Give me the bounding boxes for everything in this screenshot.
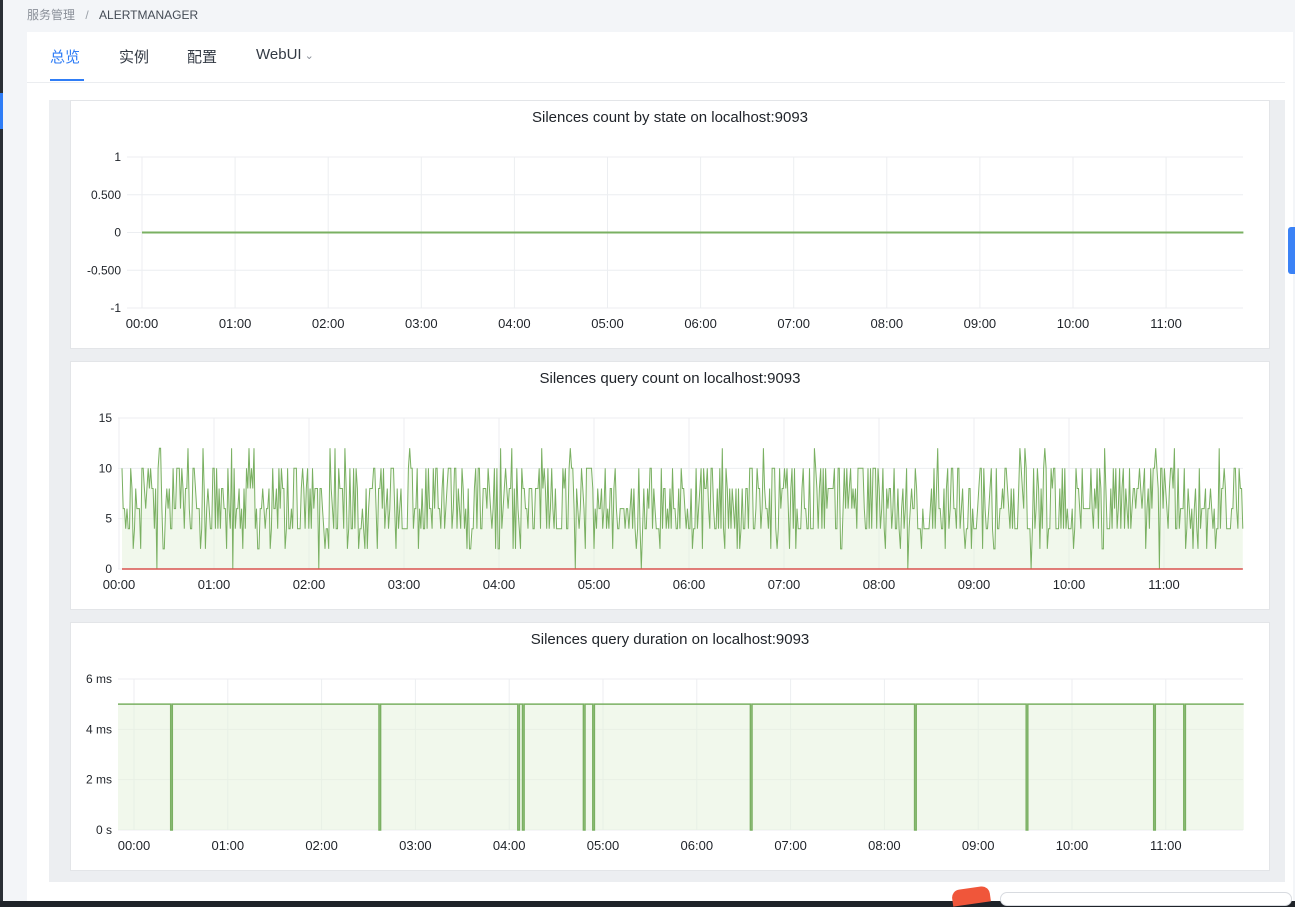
- x-tick-label: 09:00: [964, 316, 997, 331]
- helper-search-box[interactable]: [1000, 892, 1292, 906]
- x-tick-label: 04:00: [498, 316, 531, 331]
- service-card: 总览 实例 配置 WebUI ⌄ Silences count by state …: [27, 32, 1293, 901]
- y-tick-label: 5: [105, 512, 112, 526]
- x-tick-label: 00:00: [126, 316, 159, 331]
- chart-panel-query-count: Silences query count on localhost:9093 1…: [70, 361, 1270, 610]
- left-nav-active-indicator: [0, 93, 3, 129]
- x-tick-label: 04:00: [493, 838, 526, 853]
- chart-title: Silences count by state on localhost:909…: [531, 109, 808, 126]
- chart-panel-query-duration: Silences query duration on localhost:909…: [70, 622, 1270, 871]
- x-tick-label: 08:00: [871, 316, 904, 331]
- x-tick-label: 01:00: [219, 316, 252, 331]
- x-tick-label: 07:00: [774, 838, 807, 853]
- helper-logo-icon: [951, 885, 991, 907]
- chart-title: Silences query duration on localhost:909…: [530, 631, 810, 648]
- x-tick-label: 11:00: [1150, 316, 1182, 331]
- x-tick-label: 05:00: [591, 316, 624, 331]
- x-tick-label: 03:00: [399, 838, 432, 853]
- left-nav-strip: [0, 0, 3, 901]
- tab-overview[interactable]: 总览: [50, 49, 81, 66]
- chart-panel-silences-by-state: Silences count by state on localhost:909…: [70, 100, 1270, 349]
- y-tick-label: -0.500: [87, 263, 121, 277]
- x-tick-label: 09:00: [958, 577, 991, 592]
- x-tick-label: 08:00: [863, 577, 896, 592]
- y-tick-label: 0.500: [91, 188, 121, 202]
- breadcrumb-parent[interactable]: 服务管理: [27, 8, 76, 22]
- floating-helper-widget[interactable]: [948, 885, 1293, 907]
- y-tick-label: 15: [99, 411, 113, 425]
- active-tab-underline: [50, 79, 84, 81]
- y-tick-label: 10: [99, 461, 113, 475]
- tab-bar: 总览 实例 配置 WebUI ⌄: [27, 32, 1285, 83]
- y-tick-label: 4 ms: [86, 722, 112, 736]
- tab-webui-label: WebUI: [256, 46, 302, 63]
- x-tick-label: 06:00: [684, 316, 717, 331]
- metrics-panels: Silences count by state on localhost:909…: [49, 100, 1285, 882]
- x-tick-label: 01:00: [212, 838, 245, 853]
- x-tick-label: 02:00: [305, 838, 338, 853]
- x-tick-label: 10:00: [1057, 316, 1090, 331]
- series-area: [118, 704, 1244, 830]
- y-tick-label: 0 s: [96, 823, 112, 837]
- chart-silences-by-state: 1 0.500 0 -0.500 -1 00:00 01:00 02:00 03:00 04:00…: [87, 150, 1244, 331]
- x-tick-label: 10:00: [1056, 838, 1089, 853]
- y-tick-label: 1: [114, 150, 121, 164]
- x-tick-label: 10:00: [1053, 577, 1086, 592]
- scrollbar-handle[interactable]: [1288, 227, 1295, 274]
- main-area: 服务管理 / ALERTMANAGER 总览 实例 配置 WebUI ⌄ Sile…: [3, 0, 1295, 907]
- chevron-down-icon: ⌄: [304, 50, 314, 62]
- y-tick-label: 2 ms: [86, 773, 112, 787]
- y-tick-label: -1: [110, 301, 121, 315]
- x-tick-label: 11:00: [1148, 577, 1180, 592]
- series-area: [122, 448, 1243, 569]
- y-tick-label: 6 ms: [86, 672, 112, 686]
- x-tick-label: 11:00: [1150, 838, 1182, 853]
- chart-query-duration: 6 ms 4 ms 2 ms 0 s 00:00 01:00 02:00 03:00 04:00…: [86, 672, 1244, 853]
- y-tick-label: 0: [114, 226, 121, 240]
- breadcrumb-separator: /: [85, 8, 89, 22]
- x-tick-label: 07:00: [777, 316, 810, 331]
- breadcrumb-current: ALERTMANAGER: [99, 8, 199, 22]
- chart-query-count: 15 10 5 000:00 01:00 02:00 03:00 04:00 05:00 06:0…: [99, 411, 1244, 592]
- x-tick-label: 03:00: [405, 316, 438, 331]
- series-line: [121, 447, 1244, 570]
- x-tick-label: 02:00: [293, 577, 326, 592]
- x-tick-label: 05:00: [587, 838, 620, 853]
- series-line: [118, 703, 1244, 831]
- x-tick-label: 02:00: [312, 316, 345, 331]
- chart-title: Silences query count on localhost:9093: [539, 370, 801, 387]
- tab-config[interactable]: 配置: [187, 49, 218, 66]
- x-tick-label: 05:00: [578, 577, 611, 592]
- x-tick-label: 07:00: [768, 577, 801, 592]
- x-tick-label: 06:00: [681, 838, 714, 853]
- x-tick-label: 00:00: [103, 577, 136, 592]
- x-tick-label: 00:00: [118, 838, 151, 853]
- x-tick-label: 03:00: [388, 577, 421, 592]
- x-tick-label: 08:00: [868, 838, 901, 853]
- x-tick-label: 04:00: [483, 577, 516, 592]
- x-tick-label: 09:00: [962, 838, 995, 853]
- x-tick-label: 01:00: [198, 577, 231, 592]
- y-tick-label: 0: [105, 562, 112, 576]
- tab-webui[interactable]: WebUI ⌄: [256, 46, 314, 63]
- breadcrumb: 服务管理 / ALERTMANAGER: [27, 0, 198, 30]
- tab-instances[interactable]: 实例: [119, 49, 150, 66]
- x-tick-label: 06:00: [673, 577, 706, 592]
